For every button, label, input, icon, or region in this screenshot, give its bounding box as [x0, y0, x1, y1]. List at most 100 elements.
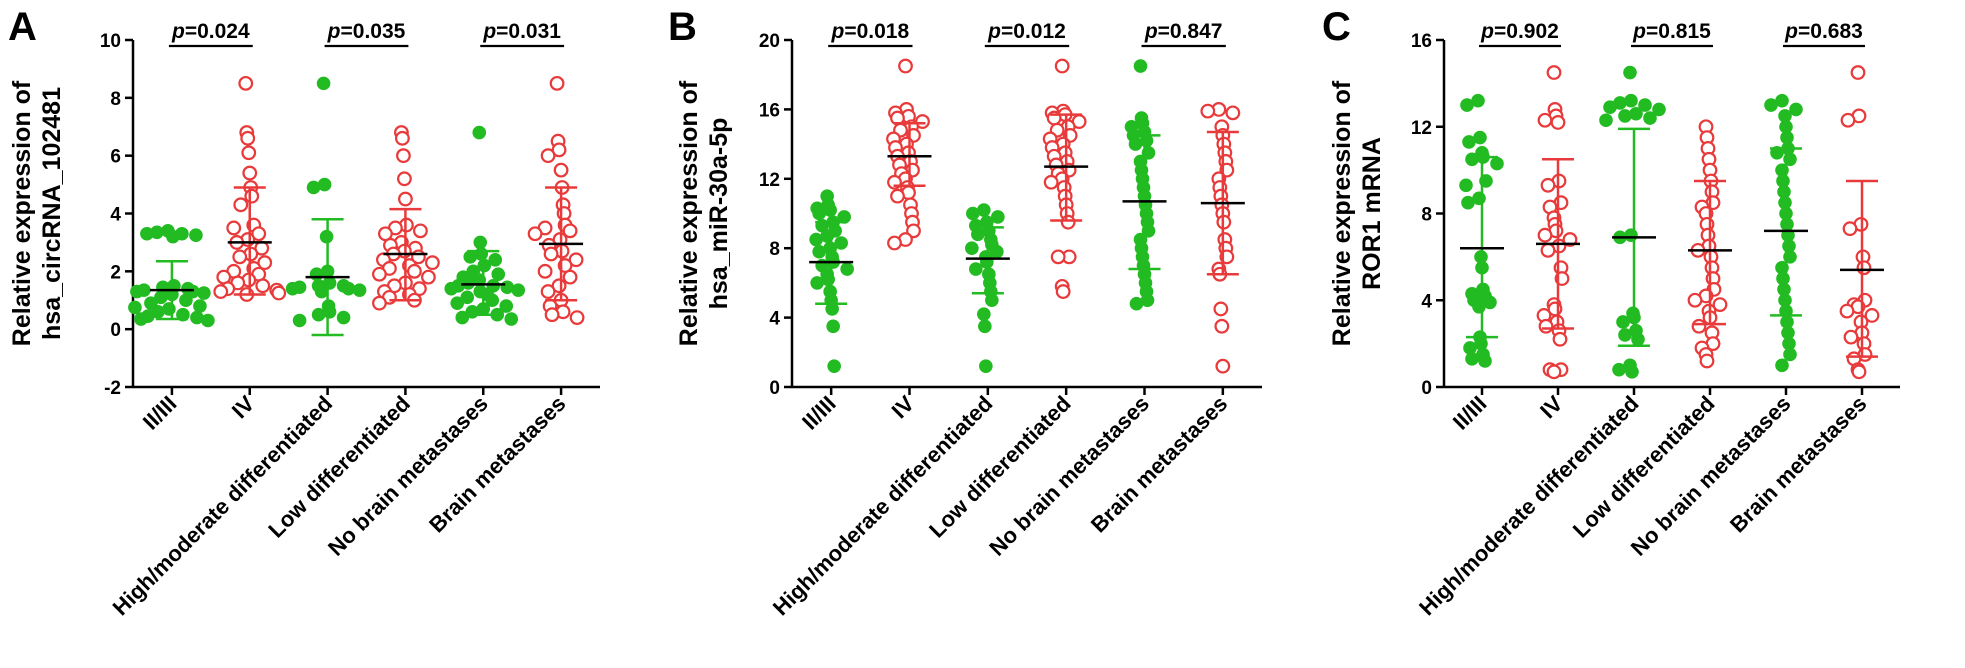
data-point — [1643, 111, 1657, 125]
data-point — [1839, 303, 1855, 319]
p-value-label: p=0.683 — [1784, 20, 1863, 43]
data-point — [1699, 353, 1715, 369]
data-point — [1050, 249, 1066, 265]
data-point — [460, 290, 475, 305]
y-tick-label: 0 — [769, 378, 780, 399]
data-point — [201, 313, 215, 328]
series-group-1 — [809, 189, 854, 373]
data-point — [1462, 135, 1476, 149]
data-point — [241, 145, 257, 161]
data-point — [128, 300, 142, 315]
y-tick-label: 4 — [769, 309, 780, 330]
data-point — [473, 235, 488, 250]
series-group-6 — [1200, 101, 1245, 374]
data-point — [1783, 347, 1797, 362]
data-point — [1712, 297, 1728, 312]
p-value-label: p=0.018 — [831, 20, 910, 43]
panel-letter: C — [1322, 5, 1351, 49]
data-point — [985, 293, 999, 308]
p-value-label: p=0.031 — [482, 20, 561, 43]
panel-C: C Relative expression of ROR1 mRNA 0 4 8 12 16 I… — [1322, 5, 1900, 620]
data-point — [398, 191, 413, 207]
data-point — [1851, 364, 1867, 380]
data-point — [1213, 301, 1229, 317]
data-point — [1465, 152, 1479, 167]
x-tick-label: II/III — [797, 391, 841, 435]
data-point — [395, 130, 410, 146]
data-point — [1652, 102, 1666, 117]
data-point — [292, 313, 307, 328]
data-point — [1618, 328, 1632, 342]
y-axis-label: hsa_miR-30a-5p — [705, 118, 733, 310]
y-tick-label: 6 — [110, 147, 121, 168]
y-tick-label: 8 — [769, 239, 780, 260]
y-tick-label: 4 — [110, 205, 121, 226]
data-point — [1461, 195, 1475, 210]
data-point — [1540, 242, 1556, 258]
series-group-1 — [1459, 93, 1504, 368]
data-point — [352, 283, 367, 297]
series-group-2 — [1536, 65, 1580, 380]
data-point — [1055, 284, 1071, 299]
data-point — [1623, 65, 1637, 80]
data-point — [311, 307, 326, 322]
data-point — [840, 262, 854, 276]
data-point — [1612, 362, 1626, 377]
data-point — [1129, 296, 1144, 311]
data-point — [537, 263, 553, 279]
data-point — [232, 249, 248, 265]
data-point — [1043, 174, 1059, 190]
data-point — [130, 284, 144, 299]
data-point — [444, 281, 459, 296]
data-point — [540, 284, 556, 299]
x-tick-label: II/III — [138, 391, 182, 435]
data-point — [1060, 214, 1076, 230]
data-point — [979, 359, 993, 373]
data-point — [504, 312, 519, 326]
series-group-6 — [527, 75, 585, 326]
data-point — [336, 310, 351, 325]
data-point — [455, 310, 470, 325]
data-point — [1133, 59, 1148, 73]
data-point — [810, 276, 824, 290]
data-point — [421, 269, 436, 285]
y-axis-label: ROR1 mRNA — [1358, 137, 1386, 290]
y-tick-label: 12 — [759, 170, 780, 191]
data-point — [309, 267, 324, 282]
data-point — [568, 252, 584, 268]
panel-letter: B — [668, 5, 697, 49]
data-point — [179, 293, 193, 308]
data-point — [1840, 112, 1856, 128]
series-group-5 — [1122, 59, 1167, 311]
data-point — [240, 130, 256, 146]
p-value-label: p=0.902 — [1480, 20, 1559, 43]
data-point — [1603, 100, 1617, 115]
data-point — [527, 226, 543, 242]
data-point — [472, 125, 487, 140]
y-axis-label: hsa_circRNA_102481 — [38, 87, 66, 340]
data-point — [1054, 58, 1070, 74]
data-point — [1546, 65, 1562, 80]
data-point — [1537, 112, 1553, 128]
data-point — [306, 180, 321, 195]
data-point — [372, 266, 387, 282]
data-point — [189, 228, 203, 242]
x-tick-label: IV — [887, 391, 920, 424]
y-tick-label: 0 — [110, 320, 121, 341]
data-point — [1465, 352, 1479, 366]
data-point — [551, 142, 567, 158]
data-point — [1789, 102, 1803, 117]
data-point — [543, 246, 559, 262]
data-point — [1459, 178, 1473, 193]
data-point — [553, 162, 569, 178]
series-group-3 — [285, 76, 367, 337]
data-point — [1214, 318, 1230, 334]
data-point — [1128, 137, 1143, 151]
data-point — [285, 281, 300, 296]
data-point — [1215, 358, 1231, 374]
data-point — [991, 210, 1005, 224]
p-value-label: p=0.024 — [171, 20, 250, 43]
data-point — [965, 241, 979, 255]
panel-letter: A — [8, 5, 37, 49]
data-point — [1490, 156, 1504, 171]
